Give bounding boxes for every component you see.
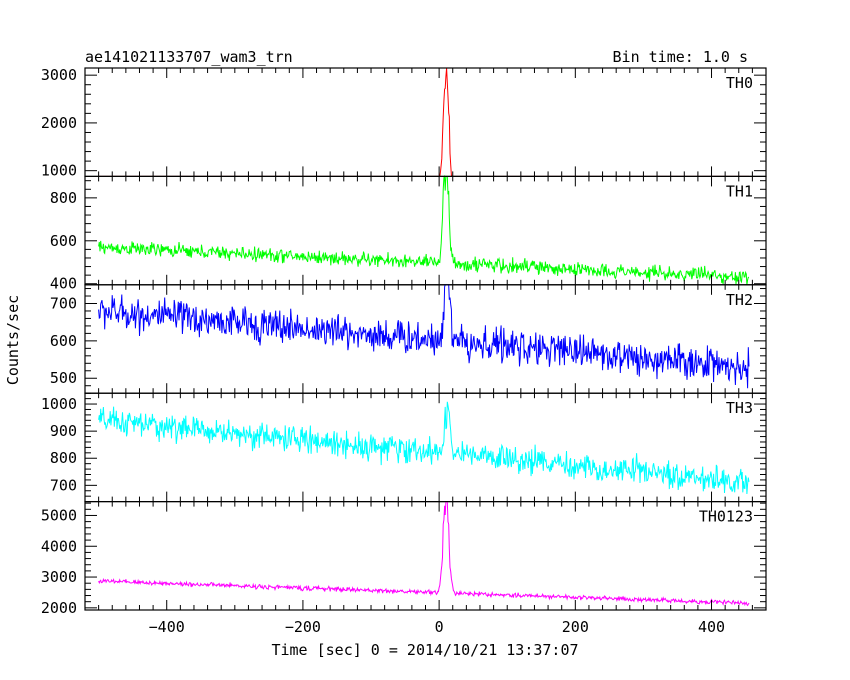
series-line-th3 [98,401,750,495]
y-tick-label: 600 [50,232,77,250]
panel-frame [84,175,767,286]
panel-frame [84,501,767,611]
y-tick-label: 4000 [41,537,77,555]
chart-title: ae141021133707_wam3_trn [85,48,293,66]
panel-frame [84,67,767,178]
y-tick-label: 1000 [41,162,77,180]
panel-th0: 1000 2000 3000 TH0 [41,66,767,180]
y-tick-label: 700 [50,476,77,494]
series-label: TH1 [726,182,753,200]
x-tick-label: −200 [285,618,321,636]
series-line-th0123 [98,501,750,607]
y-tick-label: 3000 [41,66,77,84]
panel-th0123: 2000 3000 4000 5000 TH0123 [41,501,767,617]
bin-time-label: Bin time: 1.0 s [613,48,748,66]
y-tick-label: 500 [50,369,77,387]
panel-th3: 700 800 900 1000 TH3 [41,392,767,503]
panel-th2: 500 600 700 TH2 [50,284,767,394]
y-tick-label: 900 [50,422,77,440]
y-tick-label: 1000 [41,395,77,413]
series-line-th0 [98,67,749,177]
series-line-th1 [98,174,750,285]
panel-th1: 400 600 800 TH1 [50,174,767,293]
series-line-th2 [98,284,750,389]
series-label: TH2 [726,291,753,309]
x-tick-label: 400 [698,618,725,636]
y-tick-label: 400 [50,275,77,293]
y-tick-label: 5000 [41,506,77,524]
y-tick-label: 2000 [41,114,77,132]
panel-frame [84,392,767,503]
y-tick-label: 700 [50,294,77,312]
y-tick-label: 3000 [41,568,77,586]
x-tick-label: −400 [149,618,185,636]
y-tick-label: 2000 [41,599,77,617]
series-label: TH0 [726,74,753,92]
x-tick-label: 0 [435,618,444,636]
y-tick-label: 800 [50,189,77,207]
y-tick-label: 600 [50,332,77,350]
x-tick-label: 200 [562,618,589,636]
series-label: TH3 [726,399,753,417]
x-axis-label: Time [sec] 0 = 2014/10/21 13:37:07 [271,641,578,659]
y-tick-label: 800 [50,449,77,467]
y-axis-label: Counts/sec [4,295,22,385]
series-label: TH0123 [699,508,753,526]
